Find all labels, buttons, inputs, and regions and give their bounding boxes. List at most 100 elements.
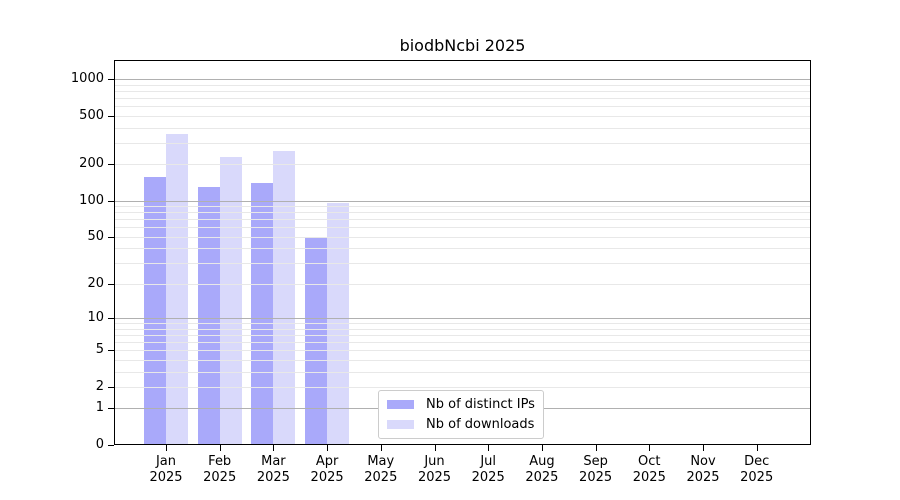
x-tick-mark [434,445,436,451]
gridline-minor [114,142,811,144]
y-tick-label: 1000 [70,71,104,87]
legend-swatch [387,400,414,409]
y-tick-label: 5 [95,342,104,358]
x-tick-mark [488,445,490,451]
x-tick-month: Sep [583,454,608,469]
gridline-minor [114,236,811,238]
x-tick-month: Dec [744,454,770,469]
gridline-minor [114,212,811,214]
y-tick-mark [108,200,114,202]
x-tick-mark [595,445,597,451]
x-tick-label: Mar 2025 [241,454,305,485]
x-tick-mark [541,445,543,451]
x-tick-month: Aug [529,454,555,469]
gridline-minor [114,227,811,229]
y-tick-label: 20 [87,275,104,291]
x-tick-label: Feb 2025 [188,454,252,485]
y-tick-label: 1 [95,400,104,416]
bar-distinct-ips [251,182,274,445]
x-tick-mark [380,445,382,451]
y-tick-label: 2 [95,378,104,394]
x-tick-month: Apr [315,454,339,469]
x-tick-label: Aug 2025 [510,454,574,485]
legend: Nb of distinct IPs Nb of downloads [378,390,544,439]
y-tick-mark [108,236,114,238]
bar-distinct-ips [197,186,220,445]
x-tick-mark [219,445,221,451]
x-tick-label: May 2025 [349,454,413,485]
x-tick-label: Oct 2025 [617,454,681,485]
x-tick-month: Feb [208,454,232,469]
x-tick-mark [327,445,329,451]
x-tick-mark [166,445,167,451]
bar-downloads [166,134,188,445]
x-tick-year: 2025 [256,469,290,485]
x-tick-mark [649,445,651,451]
gridline-minor [114,84,811,86]
x-tick-year: 2025 [579,469,613,485]
gridline-major [114,79,811,81]
gridline-minor [114,248,811,250]
gridline-minor [114,91,811,92]
y-tick-mark [108,164,114,166]
gridline-minor [114,106,811,108]
gridline-minor [114,359,811,361]
x-tick-month: Nov [690,454,716,469]
y-tick-mark [108,386,114,388]
x-tick-month: Mar [261,454,286,469]
x-tick-year: 2025 [149,469,183,485]
y-tick-mark [108,283,114,285]
bar-distinct-ips [305,237,328,445]
gridline-minor [114,283,811,285]
x-tick-year: 2025 [632,469,666,485]
gridline-minor [114,334,811,336]
x-tick-year: 2025 [740,469,774,485]
x-tick-label: Sep 2025 [564,454,628,485]
gridline-major [114,200,811,202]
gridline-minor [114,263,811,265]
gridline-minor [114,115,811,117]
x-tick-month: May [367,454,395,469]
gridline-major [114,318,811,320]
y-tick-label: 200 [79,156,104,172]
y-tick-label: 0 [95,437,104,452]
gridline-minor [114,323,811,325]
x-tick-label: Jul 2025 [456,454,520,485]
grid-layer [114,60,811,445]
gridline-minor [114,371,811,373]
x-tick-year: 2025 [203,469,237,485]
x-tick-label: Jun 2025 [403,454,467,485]
y-tick-label: 50 [87,228,104,244]
legend-label: Nb of downloads [426,417,535,432]
legend-row: Nb of distinct IPs [386,397,536,412]
x-tick-month: Jan [155,454,177,469]
y-tick-label: 100 [79,192,104,208]
x-tick-month: Jun [424,454,445,469]
gridline-minor [114,127,811,129]
x-tick-label: Dec 2025 [725,454,789,485]
bar-downloads [273,150,296,445]
gridline-minor [114,328,811,330]
x-tick-year: 2025 [525,469,559,485]
x-tick-mark [273,445,275,451]
x-tick-year: 2025 [471,469,505,485]
y-tick-mark [108,115,114,117]
bar-downloads [219,156,242,445]
legend-label: Nb of distinct IPs [426,397,535,412]
y-tick-mark [108,79,114,81]
gridline-minor [114,219,811,221]
gridline-minor [114,342,811,343]
chart-title: biodbNcbi 2025 [399,36,526,55]
x-tick-year: 2025 [364,469,398,485]
x-tick-month: Jul [480,454,497,469]
y-tick-mark [108,408,114,410]
y-tick-mark [108,445,114,446]
plot-area: Nb of distinct IPs Nb of downloads [114,60,811,445]
gridline-minor [114,98,811,100]
x-tick-mark [703,445,704,451]
gridline-minor [114,386,811,388]
legend-swatch [387,420,414,429]
y-tick-mark [108,350,114,352]
legend-row: Nb of downloads [386,417,536,432]
bar-distinct-ips [144,176,166,445]
